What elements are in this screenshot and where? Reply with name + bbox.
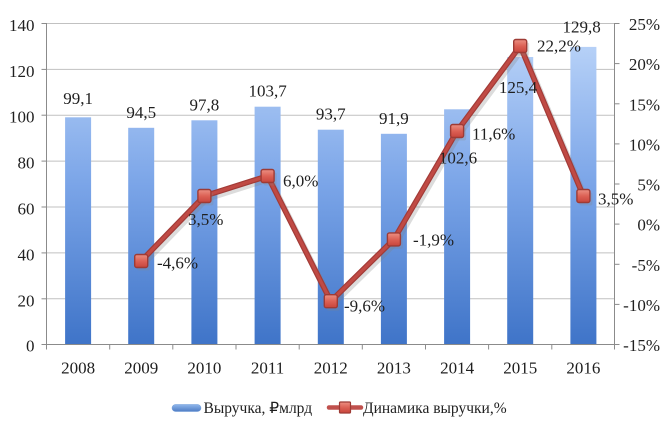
svg-text:2016: 2016: [566, 359, 600, 378]
svg-text:120: 120: [9, 62, 35, 81]
svg-text:93,7: 93,7: [316, 105, 346, 124]
svg-text:6,0%: 6,0%: [283, 172, 318, 191]
svg-text:2014: 2014: [440, 359, 475, 378]
svg-text:22,2%: 22,2%: [537, 37, 581, 56]
svg-text:2009: 2009: [124, 359, 158, 378]
svg-text:20: 20: [18, 291, 35, 310]
svg-text:11,6%: 11,6%: [472, 125, 515, 144]
svg-text:0: 0: [26, 337, 35, 356]
svg-text:10%: 10%: [629, 135, 660, 154]
svg-text:-4,6%: -4,6%: [157, 254, 198, 273]
svg-text:129,8: 129,8: [562, 18, 600, 37]
svg-text:102,6: 102,6: [439, 149, 477, 168]
svg-text:20%: 20%: [629, 55, 660, 74]
svg-text:2011: 2011: [251, 359, 284, 378]
svg-text:2010: 2010: [187, 359, 221, 378]
svg-text:80: 80: [18, 154, 35, 173]
svg-text:94,5: 94,5: [126, 103, 156, 122]
svg-text:3,5%: 3,5%: [598, 190, 633, 209]
svg-text:0%: 0%: [637, 216, 660, 235]
svg-text:Динамика выручки,%: Динамика выручки,%: [363, 400, 507, 417]
svg-text:15%: 15%: [629, 95, 660, 114]
svg-text:97,8: 97,8: [190, 95, 220, 114]
svg-text:25%: 25%: [629, 15, 660, 34]
svg-text:40: 40: [18, 245, 35, 264]
svg-text:-10%: -10%: [623, 296, 660, 315]
svg-text:99,1: 99,1: [63, 89, 93, 108]
svg-text:2015: 2015: [503, 359, 537, 378]
svg-text:Выручка, ₽млрд: Выручка, ₽млрд: [204, 400, 313, 417]
svg-text:91,9: 91,9: [379, 109, 409, 128]
svg-text:2008: 2008: [61, 359, 95, 378]
svg-text:3,5%: 3,5%: [188, 210, 223, 229]
svg-text:-1,9%: -1,9%: [413, 231, 454, 250]
svg-text:-15%: -15%: [623, 336, 660, 355]
svg-text:100: 100: [9, 108, 35, 127]
svg-text:140: 140: [9, 16, 35, 35]
svg-text:125,4: 125,4: [499, 78, 538, 97]
svg-text:60: 60: [18, 200, 35, 219]
svg-text:5%: 5%: [637, 176, 660, 195]
svg-text:2013: 2013: [377, 359, 411, 378]
svg-text:-5%: -5%: [632, 256, 660, 275]
svg-text:2012: 2012: [314, 359, 348, 378]
svg-text:-9,6%: -9,6%: [344, 297, 385, 316]
svg-text:103,7: 103,7: [248, 82, 287, 101]
